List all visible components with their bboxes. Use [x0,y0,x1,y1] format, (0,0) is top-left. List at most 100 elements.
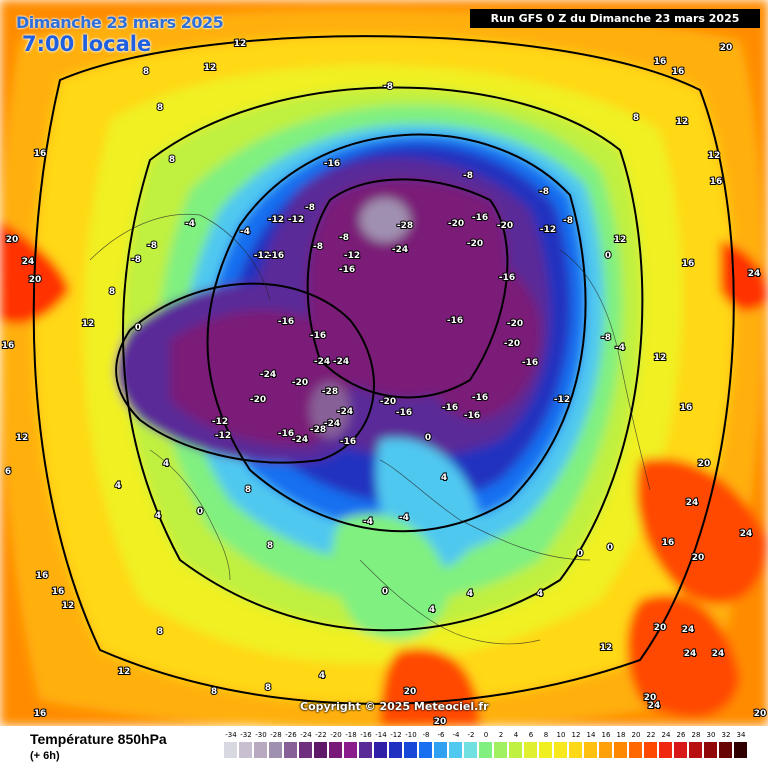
isotherm-label: -28 [310,425,326,435]
scale-swatch [719,742,733,758]
scale-swatch [419,742,433,758]
scale-swatch [314,742,328,758]
scale-swatch [674,742,688,758]
isotherm-label: 0 [135,323,141,333]
isotherm-label: 4 [467,589,473,599]
copyright-credit: Copyright © 2025 Meteociel.fr [300,700,489,713]
scale-label: 22 [646,731,656,739]
scale-label: 6 [528,731,534,739]
isotherm-label: -20 [380,397,396,407]
scale-label: -2 [467,731,475,739]
isotherm-label: 12 [676,117,689,127]
scale-label: 10 [556,731,566,739]
isotherm-label: 20 [692,553,705,563]
scale-swatch [494,742,508,758]
isotherm-label: 4 [163,459,169,469]
isotherm-label: -8 [463,171,473,181]
scale-label: 30 [706,731,716,739]
isotherm-label: -16 [278,429,294,439]
scale-swatch [689,742,703,758]
isotherm-label: -8 [305,203,315,213]
isotherm-label: 16 [36,571,49,581]
scale-swatch [434,742,448,758]
isotherm-label: 4 [319,671,325,681]
isotherm-label: 20 [404,687,417,697]
temperature-fields [0,0,768,726]
scale-label: -24 [300,731,312,739]
isotherm-label: 0 [577,549,583,559]
isotherm-label: 4 [429,605,435,615]
isotherm-label: -12 [268,215,284,225]
isotherm-label: -8 [339,233,349,243]
isotherm-label: 0 [607,543,613,553]
isotherm-label: -16 [447,316,463,326]
scale-swatch [614,742,628,758]
scale-swatch [239,742,253,758]
scale-label: -12 [390,731,402,739]
scale-label: -14 [375,731,387,739]
isotherm-label: 16 [680,403,693,413]
isotherm-label: -4 [185,219,195,229]
isotherm-labels: -28-24-20-16-20-20-16-8-8-8-12-8-16-16 -2… [1,38,768,726]
isotherm-label: -24 [333,357,349,367]
isotherm-label: 8 [267,541,273,551]
scale-label: -4 [452,731,460,739]
scale-swatch [524,742,538,758]
isotherm-label: -20 [292,378,308,388]
scale-label: 8 [543,731,549,739]
isotherm-label: -16 [310,331,326,341]
scale-swatch [479,742,493,758]
isotherm-label: -4 [615,343,625,353]
isotherm-label: 0 [197,507,203,517]
scale-label: -6 [437,731,445,739]
isotherm-label: 24 [740,529,753,539]
isotherm-label: 4 [537,589,543,599]
isotherm-label: -28 [397,221,413,231]
isotherm-label: 24 [712,649,725,659]
isotherm-label: -12 [554,395,570,405]
scale-label: -28 [270,731,282,739]
isotherm-label: -28 [322,387,338,397]
isotherm-label: 24 [686,498,699,508]
isotherm-label: 6 [5,467,11,477]
scale-swatch [644,742,658,758]
scale-label: -30 [255,731,267,739]
isotherm-label: 12 [708,151,721,161]
scale-label: -10 [405,731,417,739]
isotherm-label: -16 [464,411,480,421]
scale-label: 12 [571,731,581,739]
isotherm-label: 4 [155,511,161,521]
scale-swatch [659,742,673,758]
isotherm-label: 20 [698,459,711,469]
isotherm-label: -8 [539,187,549,197]
isotherm-label: 16 [662,538,675,548]
isotherm-label: 12 [16,433,29,443]
isotherm-label: -8 [601,333,611,343]
isotherm-label: 8 [157,103,163,113]
isotherm-label: 20 [644,693,657,703]
isotherm-label: -16 [268,251,284,261]
isotherm-label: 0 [605,251,611,261]
isotherm-label: -20 [467,239,483,249]
legend-footer: Température 850hPa (+ 6h) -34 -32 -30 -28 -2… [0,726,768,768]
scale-swatch [539,742,553,758]
scale-label: -34 [225,731,237,739]
isotherm-label: 0 [382,587,388,597]
isotherm-label: 20 [434,717,447,726]
isotherm-label: -24 [292,435,308,445]
isotherm-label: 20 [720,43,733,53]
scale-label: -8 [422,731,430,739]
isotherm-label: 20 [754,709,767,719]
isotherm-label: 8 [245,485,251,495]
coastlines [89,213,651,645]
isotherm-label: -24 [392,245,408,255]
isotherm-label: -16 [522,358,538,368]
scale-label: 26 [676,731,686,739]
isotherm-label: -20 [497,221,513,231]
scale-label: 34 [736,731,746,739]
isotherm-label: 12 [600,643,613,653]
time-title: 7:00 locale [22,32,152,56]
isotherm-label: 8 [143,67,149,77]
scale-swatch [329,742,343,758]
isotherm-label: -16 [339,265,355,275]
